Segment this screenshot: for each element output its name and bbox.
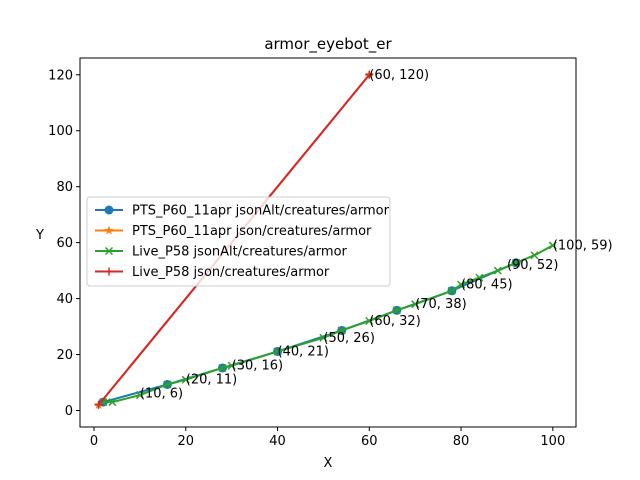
legend-marker [104, 225, 114, 235]
y-tick-label: 60 [56, 236, 73, 251]
legend-item: PTS_P60_11apr jsonAlt/creatures/armor [95, 204, 390, 219]
x-axis-label: X [324, 456, 333, 471]
data-point [135, 391, 144, 400]
point-annotation: (30, 16) [232, 359, 284, 374]
x-tick-label: 40 [269, 434, 286, 449]
data-point [457, 280, 466, 289]
x-tick-label: 20 [177, 434, 194, 449]
data-point [181, 375, 190, 384]
point-annotation: (20, 11) [186, 373, 238, 388]
legend-item: Live_P58 jsonAlt/creatures/armor [95, 245, 348, 260]
data-point [447, 286, 456, 295]
point-annotation: (50, 26) [323, 331, 375, 346]
y-tick-label: 120 [48, 68, 73, 83]
x-tick-label: 60 [361, 434, 378, 449]
y-tick-label: 40 [56, 292, 73, 307]
y-axis: 0 20 40 60 80 100 120 [48, 68, 80, 419]
legend-marker [105, 267, 113, 276]
y-tick-label: 20 [56, 348, 73, 363]
legend-item: Live_P58 json/creatures/armor [95, 265, 330, 280]
point-annotation: (90, 52) [507, 258, 559, 273]
data-point [273, 347, 282, 356]
data-point [319, 333, 328, 342]
y-tick-label: 100 [48, 124, 73, 139]
data-point [548, 241, 557, 250]
y-tick-label: 0 [65, 404, 73, 419]
data-point [337, 326, 346, 335]
legend: PTS_P60_11apr jsonAlt/creatures/armor PTS… [86, 196, 391, 287]
x-axis: 0 20 40 60 80 100 [90, 427, 565, 449]
legend-item: PTS_P60_11apr json/creatures/armor [95, 224, 372, 239]
y-tick-label: 80 [56, 180, 73, 195]
data-point [94, 400, 103, 409]
point-annotation: (10, 6) [140, 387, 183, 402]
legend-marker [104, 246, 114, 256]
data-point [365, 316, 374, 326]
data-point [411, 300, 420, 309]
data-point [392, 306, 401, 315]
x-tick-label: 80 [453, 434, 470, 449]
data-point [163, 380, 172, 389]
point-annotation: (60, 32) [369, 314, 421, 329]
data-point [493, 266, 502, 275]
x-tick-label: 100 [540, 434, 565, 449]
data-point [475, 273, 484, 282]
point-annotation: (70, 38) [415, 297, 467, 312]
annotation-layer: (60, 120) (10, 6)(20, 11)(30, 16)(40, 21)… [140, 68, 613, 402]
point-annotation: (100, 59) [553, 238, 613, 253]
legend-label: PTS_P60_11apr jsonAlt/creatures/armor [132, 204, 390, 219]
point-annotation: (80, 45) [461, 278, 513, 293]
data-point [365, 70, 374, 79]
point-annotation: (60, 120) [369, 68, 429, 83]
x-tick-label: 0 [90, 434, 98, 449]
legend-label: Live_P58 jsonAlt/creatures/armor [132, 245, 348, 260]
y-axis-label: Y [35, 228, 44, 243]
data-point [108, 398, 117, 407]
legend-label: Live_P58 json/creatures/armor [132, 265, 330, 280]
legend-box [86, 196, 391, 287]
legend-label: PTS_P60_11apr json/creatures/armor [132, 224, 372, 239]
chart-title: armor_eyebot_er [264, 35, 392, 54]
point-annotation: (40, 21) [278, 345, 330, 360]
series-3 [99, 241, 557, 407]
series-line [103, 244, 554, 404]
legend-marker [104, 205, 114, 215]
data-point [227, 361, 236, 370]
data-point [530, 251, 539, 260]
data-point [512, 258, 521, 267]
data-point [218, 363, 227, 373]
